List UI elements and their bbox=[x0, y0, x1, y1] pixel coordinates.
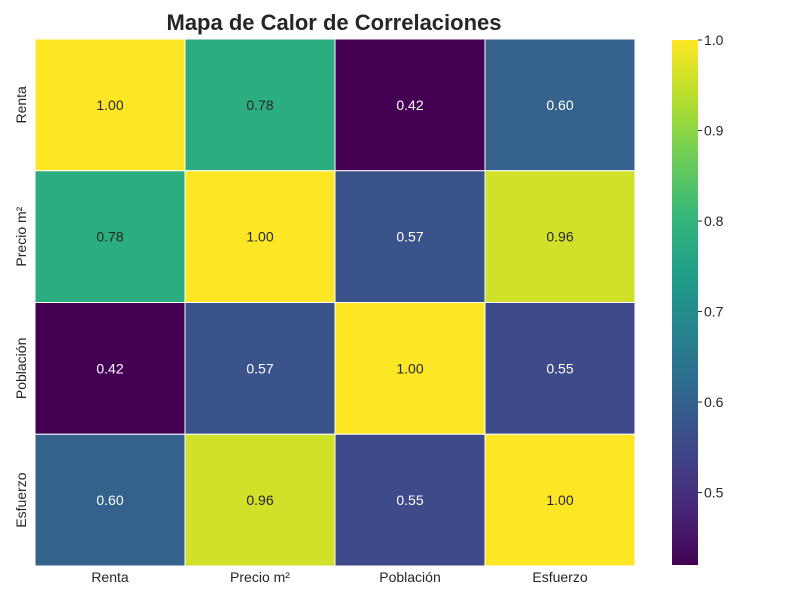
heatmap-cell bbox=[334, 38, 486, 172]
y-tick-label: Precio m² bbox=[13, 206, 29, 266]
x-axis-ticks: Renta Precio m² Población Esfuerzo bbox=[91, 569, 588, 585]
colorbar-ticks: 0.5 0.6 0.7 0.8 0.9 1.0 bbox=[698, 32, 724, 501]
colorbar-tick-label: 0.8 bbox=[704, 213, 724, 229]
heatmap-cell bbox=[484, 302, 636, 435]
cell-value-label: 1.00 bbox=[396, 360, 423, 376]
cell-value-label: 0.60 bbox=[546, 97, 573, 113]
cell-value-label: 1.00 bbox=[246, 229, 273, 245]
colorbar-tick-label: 0.6 bbox=[704, 394, 724, 410]
heatmap-cell bbox=[484, 38, 636, 172]
cell-value-label: 0.42 bbox=[396, 97, 423, 113]
cell-value-label: 0.96 bbox=[246, 492, 273, 508]
y-tick-label: Población bbox=[13, 338, 29, 400]
x-tick-label: Esfuerzo bbox=[532, 569, 587, 585]
heatmap-cell bbox=[184, 170, 336, 303]
cell-value-label: 0.57 bbox=[396, 229, 423, 245]
colorbar-tick-label: 0.9 bbox=[704, 123, 724, 139]
x-tick-label: Precio m² bbox=[230, 569, 290, 585]
cell-value-label: 0.60 bbox=[96, 492, 123, 508]
chart-title: Mapa de Calor de Correlaciones bbox=[167, 10, 502, 35]
cell-value-label: 0.55 bbox=[546, 360, 573, 376]
y-tick-label: Renta bbox=[13, 86, 29, 124]
y-tick-label: Esfuerzo bbox=[13, 472, 29, 527]
heatmap-cell bbox=[334, 433, 486, 567]
heatmap-cell bbox=[484, 433, 636, 567]
cell-value-label: 0.42 bbox=[96, 360, 123, 376]
heatmap-cell bbox=[184, 38, 336, 172]
x-tick-label: Población bbox=[379, 569, 441, 585]
cell-value-label: 0.78 bbox=[96, 229, 123, 245]
cell-value-label: 0.57 bbox=[246, 360, 273, 376]
colorbar-tick-label: 1.0 bbox=[704, 32, 724, 48]
heatmap-cell bbox=[34, 433, 186, 567]
heatmap-cell bbox=[484, 170, 636, 303]
cell-value-label: 1.00 bbox=[96, 97, 123, 113]
cell-value-label: 0.96 bbox=[546, 229, 573, 245]
cell-value-label: 0.55 bbox=[396, 492, 423, 508]
cell-value-label: 0.78 bbox=[246, 97, 273, 113]
heatmap-cell bbox=[34, 38, 186, 172]
heatmap-cell bbox=[184, 433, 336, 567]
heatmap-cell bbox=[34, 170, 186, 303]
y-axis-ticks: Renta Precio m² Población Esfuerzo bbox=[13, 86, 29, 528]
colorbar-tick-label: 0.7 bbox=[704, 304, 724, 320]
x-tick-label: Renta bbox=[91, 569, 129, 585]
colorbar bbox=[672, 40, 698, 565]
colorbar-tick-label: 0.5 bbox=[704, 485, 724, 501]
cell-value-label: 1.00 bbox=[546, 492, 573, 508]
heatmap-cell bbox=[184, 302, 336, 435]
heatmap-cells: 1.00 0.78 0.42 0.60 0.78 1.00 0.57 0.96 0.42 0.57… bbox=[34, 38, 636, 567]
